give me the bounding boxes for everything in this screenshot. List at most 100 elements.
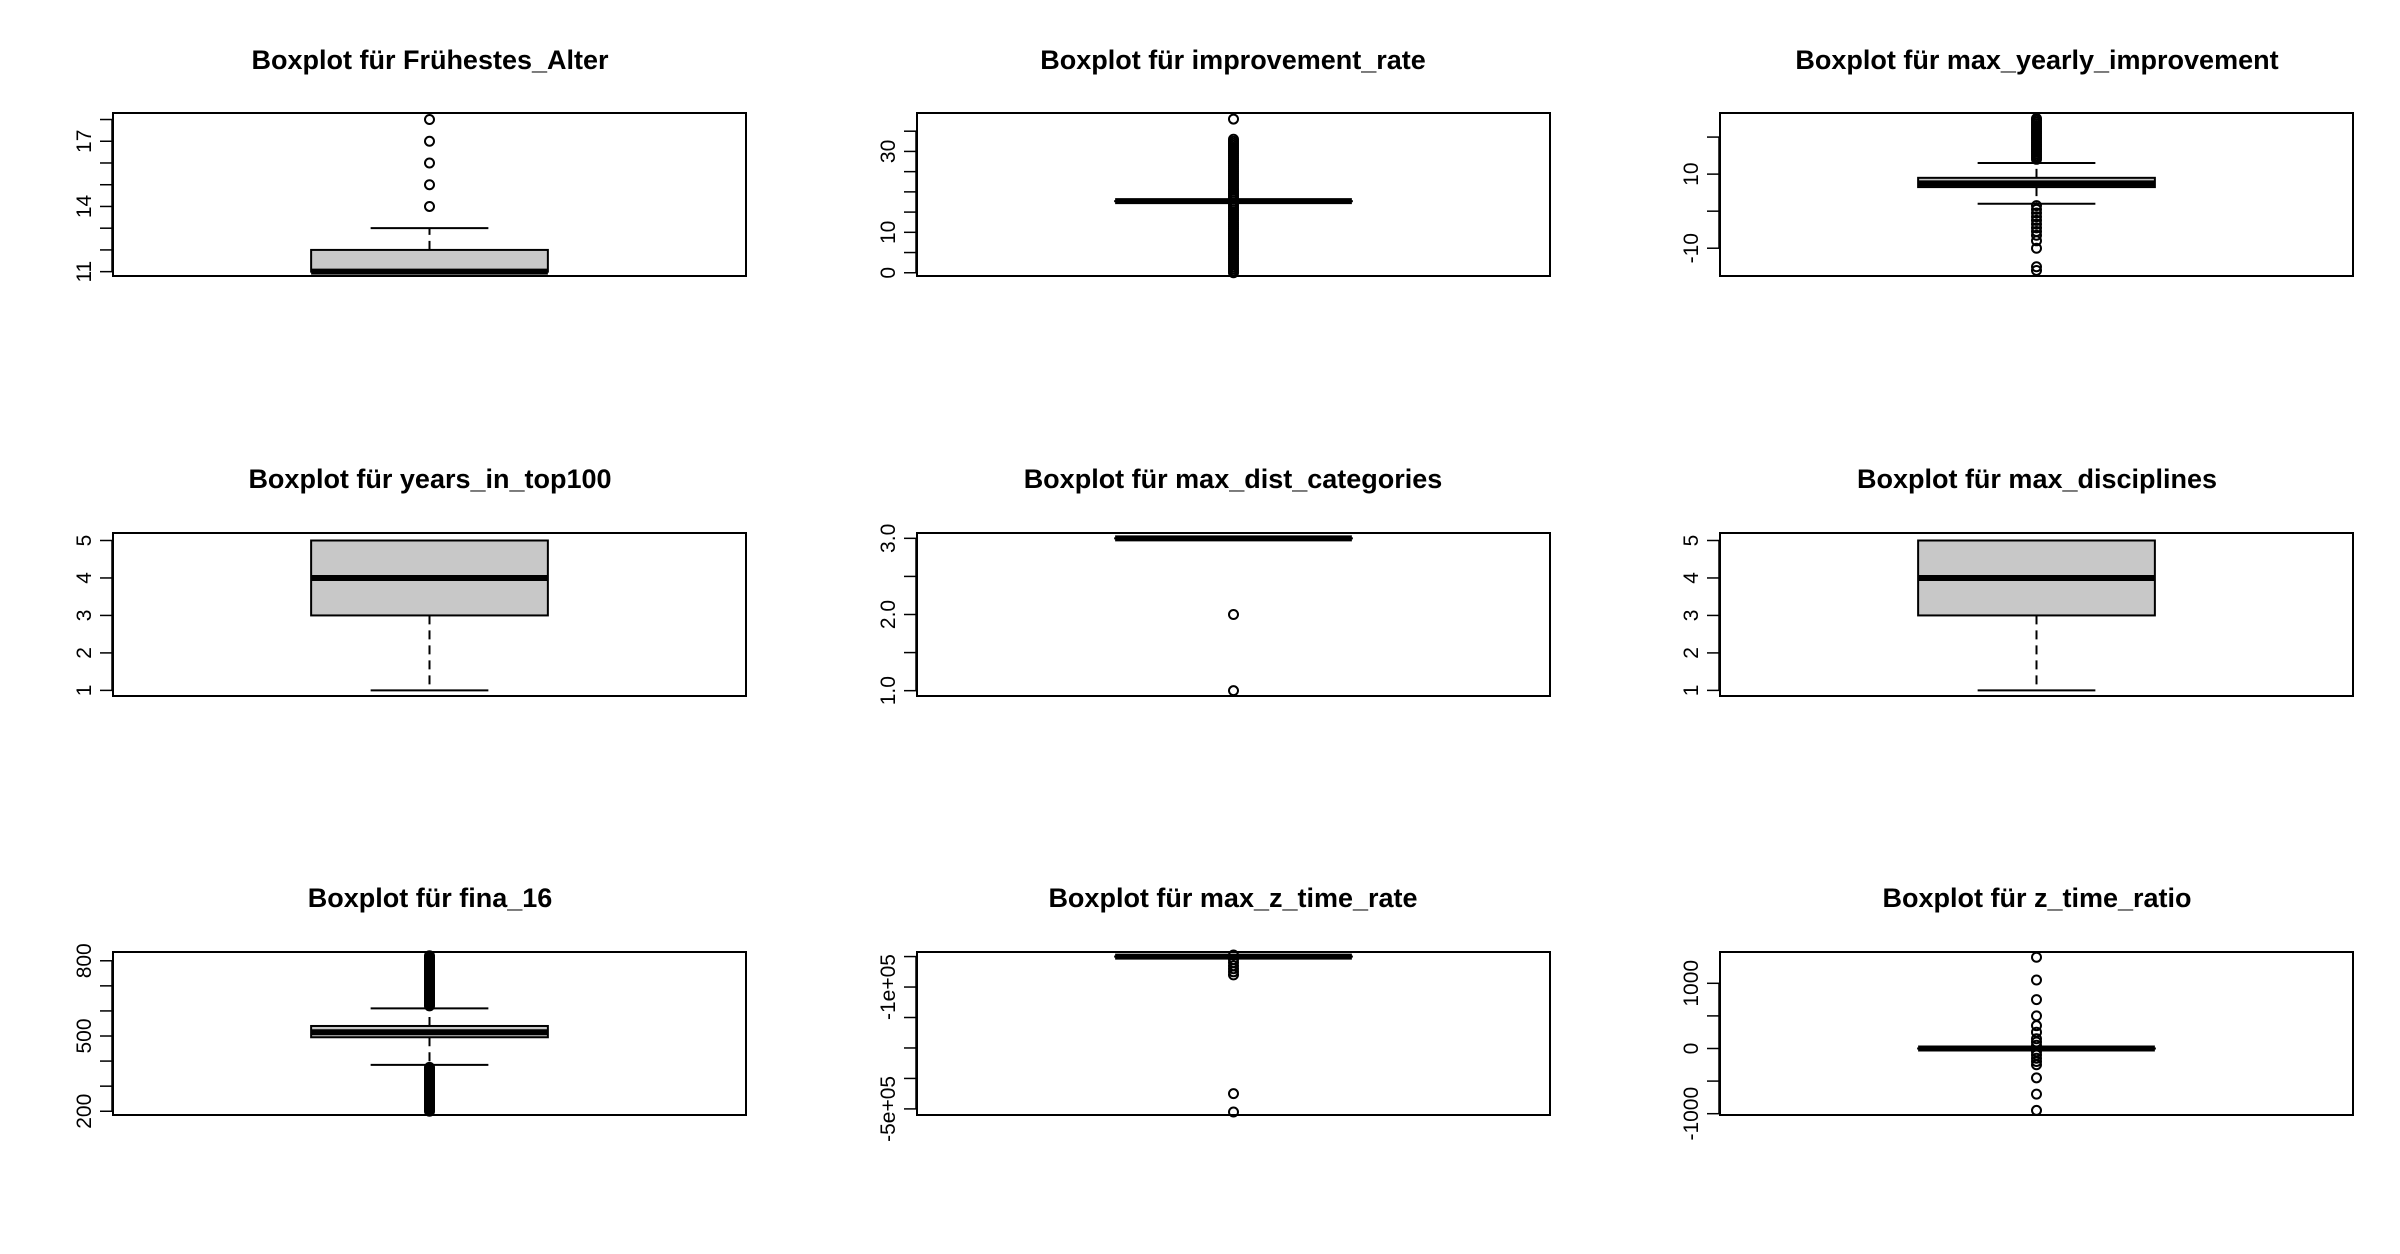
chart-title: Boxplot für max_yearly_improvement xyxy=(1795,45,2278,75)
boxplot-marks xyxy=(1917,113,2156,276)
y-axis: -10 10 xyxy=(1680,136,1720,263)
outlier-point xyxy=(2031,211,2042,223)
y-tick-label: 1 xyxy=(1680,685,1703,697)
outlier-point xyxy=(1228,954,1239,966)
boxplot-marks xyxy=(1917,951,2156,1116)
boxplot-marks xyxy=(1114,535,1353,697)
outlier-point xyxy=(2031,214,2042,226)
outlier-point xyxy=(2031,218,2042,230)
y-tick-label: 2 xyxy=(73,647,96,659)
outlier-point xyxy=(2031,113,2042,125)
outlier-point xyxy=(2031,203,2042,215)
y-tick-label: 0 xyxy=(877,267,900,279)
y-tick-label: 3 xyxy=(73,610,96,622)
y-tick-label: 30 xyxy=(877,140,900,163)
panel-fina-16: Boxplot für fina_16 200 500 800 xyxy=(73,883,747,1129)
outlier-point xyxy=(2031,1104,2042,1116)
y-tick-label: 11 xyxy=(73,261,96,283)
y-tick-label: -10 xyxy=(1680,233,1703,263)
y-tick-label: 10 xyxy=(877,221,900,244)
y-tick-label: 200 xyxy=(73,1094,96,1129)
y-axis: 0 10 30 xyxy=(877,130,917,279)
y-tick-label: 4 xyxy=(73,572,96,584)
outlier-point xyxy=(2031,261,2042,273)
outlier-point xyxy=(424,1061,435,1073)
plot-frame xyxy=(1719,532,2354,697)
outlier-point xyxy=(1228,1106,1239,1118)
outlier-point xyxy=(1228,949,1239,961)
outlier-point xyxy=(1228,685,1239,697)
plot-frame xyxy=(112,112,747,277)
outlier-point xyxy=(1228,609,1239,620)
y-tick-label: -1000 xyxy=(1680,1087,1703,1141)
y-axis: -1000 0 1000 xyxy=(1680,960,1720,1141)
panel-max-yearly-improvement: Boxplot für max_yearly_improvement -10 10 xyxy=(1680,45,2354,277)
boxplot-marks xyxy=(1114,949,1353,1118)
y-tick-label: 2.0 xyxy=(877,600,900,629)
y-tick-label: 1000 xyxy=(1680,960,1703,1007)
chart-title: Boxplot für years_in_top100 xyxy=(248,464,611,494)
outlier-point xyxy=(424,135,435,147)
outlier-point xyxy=(424,157,435,169)
outlier-point xyxy=(1228,113,1239,125)
y-tick-label: 800 xyxy=(73,943,96,978)
y-tick-label: -5e+05 xyxy=(877,1076,900,1142)
chart-title: Boxplot für fina_16 xyxy=(308,883,553,913)
boxplot-marks xyxy=(310,950,549,1117)
panel-years-in-top100: Boxplot für years_in_top100 1 2 3 4 5 xyxy=(73,464,747,697)
y-tick-label: 0 xyxy=(1680,1043,1703,1055)
y-tick-label: 1.0 xyxy=(877,676,900,705)
outlier-point xyxy=(424,200,435,212)
y-tick-label: 10 xyxy=(1680,162,1703,185)
panel-max-dist-categories: Boxplot für max_dist_categories 1.0 2.0 3.… xyxy=(877,464,1551,705)
boxplot-marks xyxy=(1114,113,1353,279)
outlier-point xyxy=(2031,994,2042,1006)
panel-fruehestes-alter: Boxplot für Frühestes_Alter 11 14 17 xyxy=(73,45,747,283)
outlier-point xyxy=(2031,200,2042,212)
y-tick-label: -1e+05 xyxy=(877,954,900,1020)
outlier-point xyxy=(2031,951,2042,963)
iqr-box xyxy=(310,248,549,273)
outlier-point xyxy=(424,114,435,126)
outlier-point xyxy=(1228,1088,1239,1100)
panel-improvement-rate: Boxplot für improvement_rate 0 10 30 xyxy=(877,45,1551,279)
y-axis: 200 500 800 xyxy=(73,943,113,1129)
outlier-point xyxy=(2031,1020,2042,1032)
y-axis: 1 2 3 4 5 xyxy=(1680,535,1720,697)
y-tick-label: 17 xyxy=(73,130,96,153)
panel-max-disciplines: Boxplot für max_disciplines 1 2 3 4 5 xyxy=(1680,464,2354,697)
outlier-point xyxy=(2031,1088,2042,1100)
boxplot-marks xyxy=(310,539,549,692)
outlier-point xyxy=(2031,222,2042,234)
outlier-point xyxy=(424,179,435,191)
y-axis: 11 14 17 xyxy=(73,118,113,283)
y-axis: 1 2 3 4 5 xyxy=(73,535,113,697)
outlier-point xyxy=(2031,1072,2042,1084)
chart-title: Boxplot für Frühestes_Alter xyxy=(251,45,609,75)
chart-title: Boxplot für max_z_time_rate xyxy=(1048,883,1417,913)
plot-frame xyxy=(1719,112,2354,277)
panel-max-z-time-rate: Boxplot für max_z_time_rate -5e+05 -1e+05 xyxy=(877,883,1551,1142)
plot-frame xyxy=(916,951,1551,1116)
y-axis: -5e+05 -1e+05 xyxy=(877,954,917,1142)
outlier-point xyxy=(2031,1039,2042,1051)
outlier-point xyxy=(2031,264,2042,276)
outlier-point xyxy=(2031,1026,2042,1038)
y-tick-label: 4 xyxy=(1680,572,1703,584)
outlier-point xyxy=(2031,207,2042,219)
plot-frame xyxy=(916,532,1551,697)
outlier-point xyxy=(2031,1033,2042,1045)
outlier-point xyxy=(2031,242,2042,254)
outlier-point xyxy=(2031,229,2042,241)
chart-title: Boxplot für improvement_rate xyxy=(1040,45,1426,75)
y-tick-label: 1 xyxy=(73,685,96,697)
y-tick-label: 500 xyxy=(73,1018,96,1053)
outlier-point xyxy=(424,950,435,962)
chart-title: Boxplot für max_disciplines xyxy=(1857,464,2217,494)
panel-z-time-ratio: Boxplot für z_time_ratio -1000 0 1000 xyxy=(1680,883,2354,1141)
y-tick-label: 3 xyxy=(1680,610,1703,622)
chart-title: Boxplot für max_dist_categories xyxy=(1024,464,1443,494)
outlier-point xyxy=(2031,974,2042,986)
boxplot-marks xyxy=(310,114,549,275)
